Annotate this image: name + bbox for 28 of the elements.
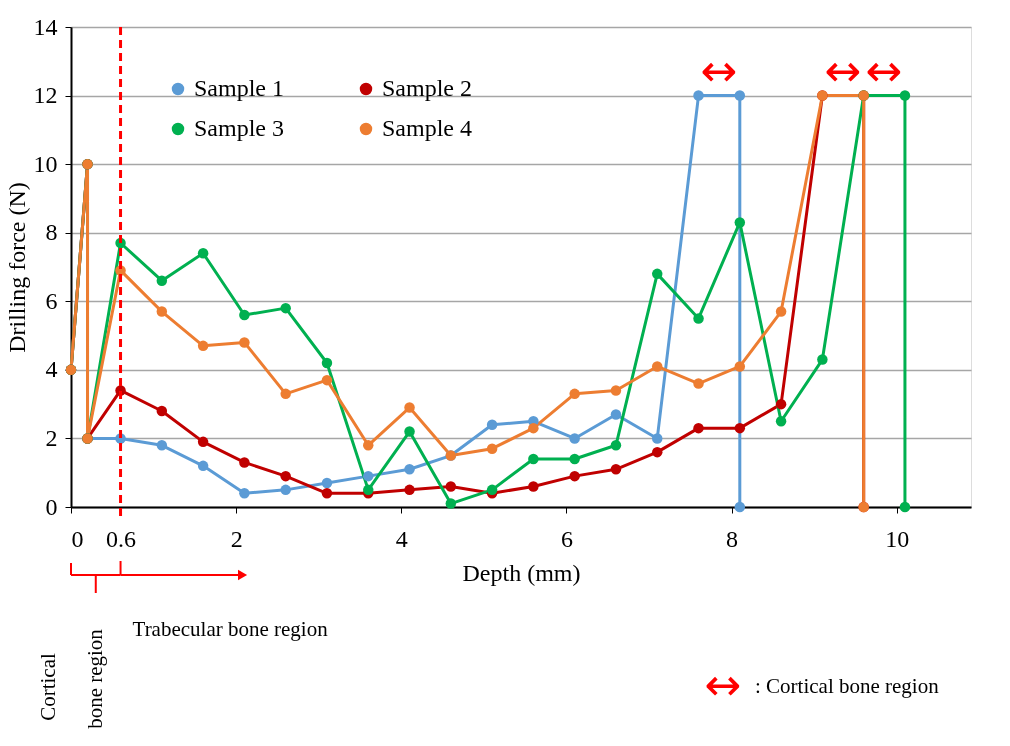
text: Trabecular bone region: [132, 617, 329, 641]
x-tick-label: 0: [71, 525, 84, 552]
legend-label: Sample 1: [194, 75, 284, 101]
y-axis-title: Drilling force (N): [3, 182, 30, 353]
legend-label: Sample 4: [382, 115, 472, 141]
legend-label: Sample 3: [194, 115, 284, 141]
text: : Cortical bone region: [755, 674, 940, 698]
y-tick-label: 6: [45, 287, 58, 314]
x-tick-label: 0.6: [106, 525, 137, 552]
y-tick-label: 8: [45, 219, 58, 246]
x-axis-title: Depth (mm): [462, 559, 581, 586]
y-tick-label: 0: [45, 493, 58, 520]
annotation: ↔: [865, 45, 903, 96]
annotation: ↔: [700, 45, 738, 96]
x-tick-label: 2: [230, 525, 243, 552]
y-tick-label: 12: [33, 82, 58, 109]
x-tick-label: 4: [395, 525, 408, 552]
legend-label: Sample 2: [382, 75, 472, 101]
y-tick-label: 2: [45, 424, 58, 451]
x-tick-label: 10: [885, 525, 910, 552]
x-tick-label: 8: [726, 525, 739, 552]
text: Cortical bone region: [36, 628, 107, 729]
x-tick-label: 6: [560, 525, 573, 552]
annotation: ↔: [824, 45, 862, 96]
text: ↔: [704, 659, 742, 710]
y-tick-label: 4: [45, 356, 58, 383]
y-tick-label: 10: [33, 150, 58, 177]
y-tick-label: 14: [33, 13, 58, 40]
